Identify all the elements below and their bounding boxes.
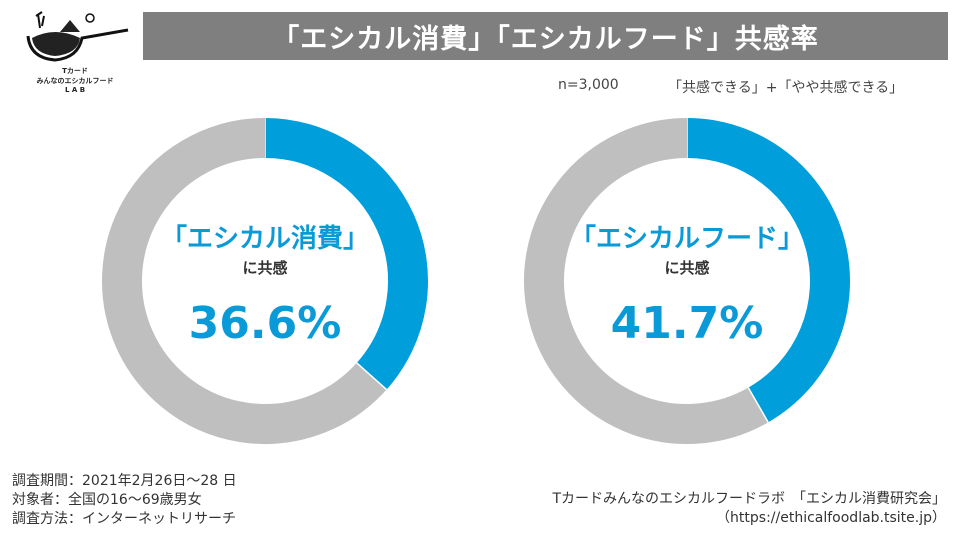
logo-line1: Tカード [62,67,88,75]
slice-separator [747,387,769,423]
definition-note: 「共感できる」+「やや共感できる」 [668,80,904,96]
source-info: Tカードみんなのエシカルフードラボ 「エシカル消費研究会」 （https://e… [552,490,946,528]
survey-target: 対象者：全国の16〜69歳男女 [12,492,202,508]
donut-title: 「エシカルフード」 [569,224,804,254]
page-title: 「エシカル消費」「エシカルフード」共感率 [143,12,948,60]
logo: Tカード みんなのエシカルフード L A B [20,6,130,94]
source-name: Tカードみんなのエシカルフードラボ 「エシカル消費研究会」 [552,491,946,507]
donut-value: 36.6% [188,298,342,349]
donut-value: 41.7% [610,298,764,349]
donut-label-2: 「エシカルフード」 に共感 41.7% [557,218,817,349]
donut-slice-agree [264,118,428,390]
donut-subtitle: に共感 [242,259,288,277]
survey-info: 調査期間：2021年2月26日〜28 日 対象者：全国の16〜69歳男女 調査方… [12,472,237,529]
source-url: （https://ethicalfoodlab.tsite.jp） [716,510,946,526]
donut-label-1: 「エシカル消費」 に共感 36.6% [135,218,395,349]
logo-line2: みんなのエシカルフード [36,77,114,85]
survey-method: 調査方法：インターネットリサーチ [12,511,236,527]
sample-size: n=3,000 [558,77,619,93]
donut-slice-remainder [524,118,769,444]
donut-chart-ethical-consumption [102,118,428,444]
donut-chart-ethical-food [524,118,850,444]
survey-period: 調査期間：2021年2月26日〜28 日 [12,473,237,489]
donut-subtitle: に共感 [664,259,710,277]
donut-slice-remainder [102,118,387,444]
logo-line3: L A B [64,86,86,94]
donut-slice-agree [686,118,850,423]
slice-separator [356,362,388,391]
logo-pan-icon [26,11,129,62]
donut-title: 「エシカル消費」 [160,224,369,254]
